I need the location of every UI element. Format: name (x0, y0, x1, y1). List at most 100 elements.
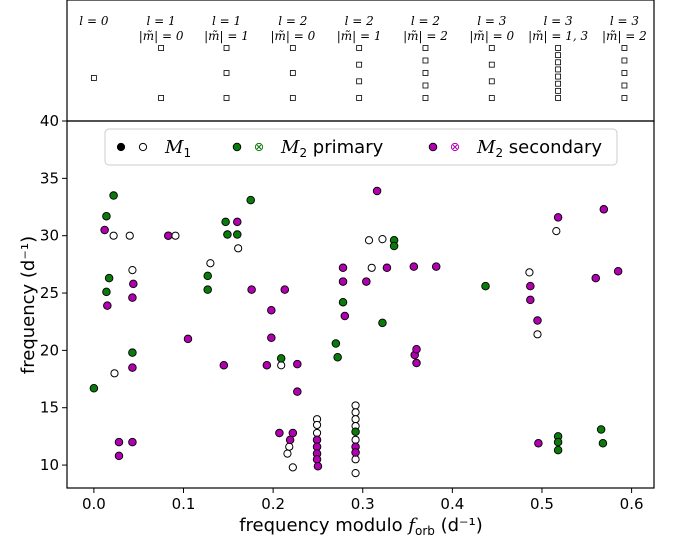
data-point (338, 263, 348, 273)
x-tick-label: 0.0 (82, 495, 106, 513)
data-point (533, 330, 542, 339)
data-point (412, 344, 421, 354)
mode-marker (158, 45, 164, 51)
mode-l-label: l = 3 (544, 14, 574, 28)
legend-marker (232, 142, 242, 152)
data-point (340, 311, 350, 321)
plot-frame (66, 0, 655, 489)
data-point (223, 230, 232, 239)
mode-marker (356, 45, 363, 51)
mode-marker (422, 45, 429, 51)
data-point (312, 455, 322, 464)
legend-marker (138, 142, 148, 152)
data-point (109, 191, 118, 200)
data-point (364, 236, 374, 245)
data-point (203, 271, 212, 281)
data-point (285, 442, 294, 451)
mode-m-label: |m̃| = 1 (337, 29, 382, 43)
data-point (534, 439, 543, 448)
data-point (596, 425, 606, 434)
data-point (276, 354, 286, 363)
data-point (525, 268, 534, 277)
data-point (338, 277, 348, 286)
mode-marker (422, 57, 429, 64)
legend-label: M2 primary (280, 137, 384, 160)
x-tick-label: 0.6 (620, 495, 644, 513)
data-point (283, 449, 292, 458)
data-point (114, 451, 124, 461)
data-point (267, 305, 276, 315)
data-point (378, 318, 387, 328)
data-point (233, 230, 242, 239)
data-point (333, 353, 342, 362)
mode-marker (90, 75, 97, 81)
data-point (102, 287, 111, 297)
mode-marker (621, 70, 628, 76)
data-point (553, 213, 563, 222)
mode-m-label: |m̃| = 1 (204, 29, 249, 43)
data-point (103, 301, 112, 310)
mode-marker (158, 95, 164, 101)
data-point (553, 445, 563, 455)
data-point (114, 437, 124, 447)
mode-marker (422, 95, 429, 101)
data-point (293, 387, 302, 396)
legend-box (104, 128, 618, 166)
mode-l-label: l = 3 (610, 14, 640, 28)
legend-label: M2 secondary (476, 137, 602, 160)
data-point (378, 235, 387, 244)
y-tick-label: 35 (40, 169, 59, 187)
data-point (234, 244, 243, 253)
mode-marker (223, 70, 230, 76)
data-point (351, 408, 360, 417)
mode-l-label: l = 2 (278, 14, 307, 28)
mode-marker (356, 78, 363, 85)
mode-m-label: |m̃| = 1, 3 (528, 29, 588, 43)
data-point (280, 285, 290, 294)
data-point (312, 420, 322, 430)
mode-marker (555, 45, 562, 51)
mode-l-label: l = 0 (79, 14, 109, 28)
data-point (219, 361, 229, 370)
data-point (128, 265, 137, 275)
mode-marker (289, 45, 296, 51)
mode-marker (555, 59, 562, 66)
data-point (288, 463, 297, 472)
y-axis-title: frequency (d⁻¹) (18, 236, 39, 374)
data-point (331, 339, 341, 348)
data-points (89, 186, 623, 478)
data-point (613, 266, 623, 276)
data-point (313, 461, 323, 471)
data-point (338, 297, 348, 307)
y-tick-label: 30 (40, 227, 59, 245)
legend-marker (254, 142, 264, 152)
data-point (288, 428, 298, 438)
data-point (102, 211, 111, 221)
data-point (128, 348, 137, 357)
data-point (110, 369, 119, 378)
y-tick-label: 20 (40, 341, 59, 359)
data-point (109, 231, 118, 240)
legend-marker (116, 142, 126, 152)
data-point (267, 333, 276, 343)
mode-marker (488, 95, 495, 101)
data-point (526, 281, 535, 291)
mode-marker (621, 82, 628, 89)
data-point (389, 241, 399, 251)
data-point (128, 363, 137, 372)
mode-marker (488, 78, 495, 85)
mode-marker (289, 95, 296, 101)
data-point (128, 437, 137, 447)
x-tick-label: 0.3 (351, 495, 375, 513)
data-point (598, 439, 608, 448)
mode-marker (356, 61, 363, 68)
y-tick-label: 40 (40, 112, 59, 130)
legend-marker (450, 142, 460, 152)
data-point (481, 281, 490, 291)
x-tick-label: 0.1 (172, 495, 196, 513)
data-point (206, 259, 215, 268)
data-point (129, 279, 138, 289)
data-point (351, 455, 360, 464)
